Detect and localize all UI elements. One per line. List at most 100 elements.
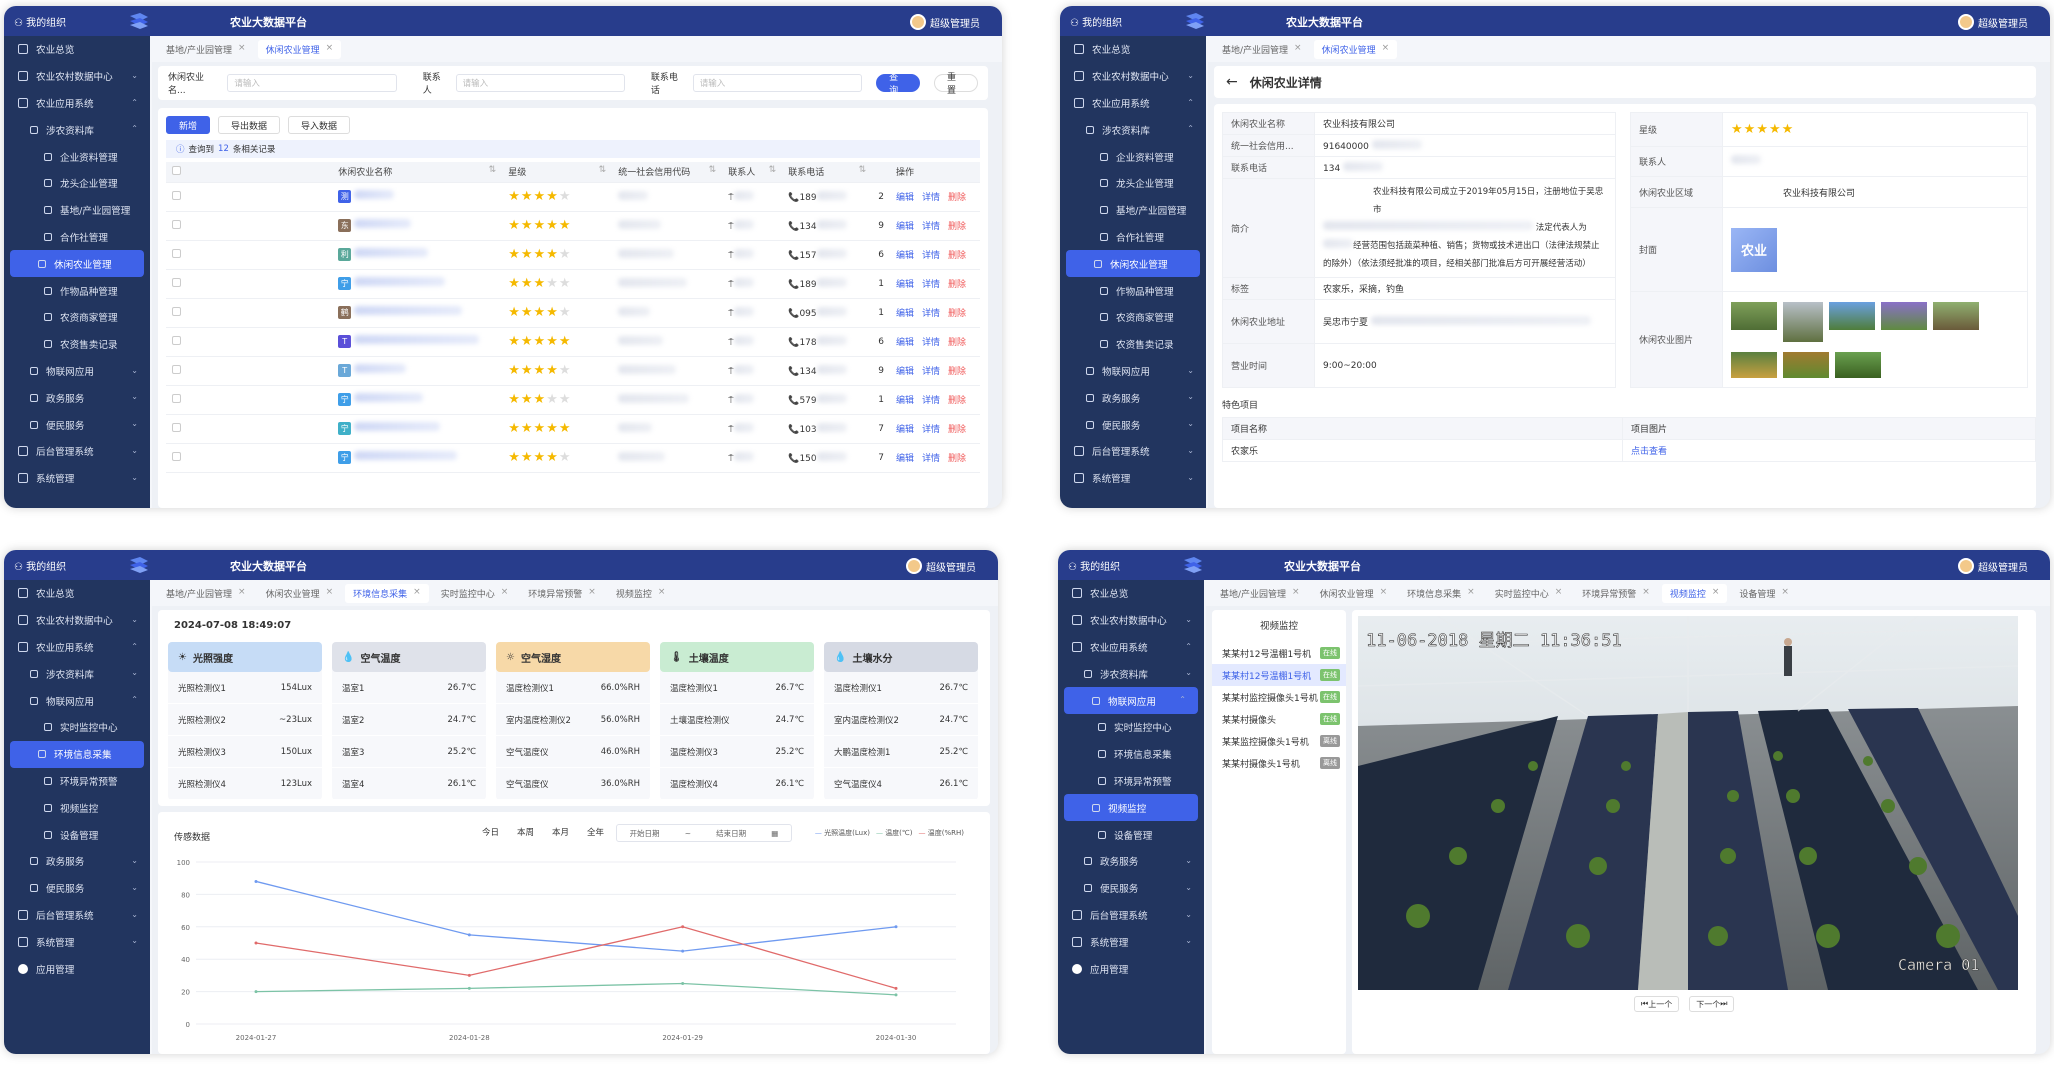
detail-link[interactable]: 详情 [921,367,940,377]
sidebar-item[interactable]: 休闲农业管理 [1066,250,1200,278]
edit-link[interactable]: 编辑 [895,367,914,377]
sidebar-item[interactable]: 设备管理 [4,821,150,848]
sidebar-item[interactable]: 涉农资料库 ⌄ [4,660,150,687]
close-icon[interactable]: × [1294,42,1302,53]
contact-filter-input[interactable]: 请输入 [455,74,625,92]
row-checkbox[interactable] [172,335,181,345]
checkbox[interactable] [172,165,181,175]
sidebar-item[interactable]: 企业资料管理 [1060,143,1206,170]
gallery-photo[interactable] [1731,301,1778,330]
query-button[interactable]: 查询 [876,73,921,96]
sidebar-item[interactable]: 应用管理 [4,955,150,982]
sidebar-item[interactable]: 政务服务 ⌄ [1058,848,1204,875]
sidebar-item[interactable]: 政务服务 ⌄ [1060,384,1206,411]
close-icon[interactable]: × [1467,586,1475,597]
sidebar-item[interactable]: 农业应用系统 ⌃ [4,634,150,661]
tab[interactable]: 环境信息采集 × [1399,584,1483,603]
close-icon[interactable]: × [1642,586,1650,597]
sidebar-item[interactable]: 视频监控 [1064,794,1198,822]
sidebar-item[interactable]: 物联网应用 ⌄ [1060,358,1206,385]
sidebar-item[interactable]: 休闲农业管理 [10,250,144,278]
close-icon[interactable]: × [413,586,421,597]
sidebar-item[interactable]: 环境异常预警 [4,768,150,795]
delete-link[interactable]: 删除 [947,251,966,261]
sidebar-item[interactable]: 物联网应用 ⌄ [4,358,150,385]
sidebar-item[interactable]: 设备管理 [1058,821,1204,848]
edit-link[interactable]: 编辑 [895,280,914,290]
tab[interactable]: 基地/产业园管理 × [158,40,254,59]
sidebar-item[interactable]: 物联网应用 ⌃ [4,687,150,714]
sidebar-item[interactable]: 农资商家管理 [4,304,150,331]
sidebar-item[interactable]: 龙头企业管理 [4,170,150,197]
camera-item[interactable]: 某某监控摄像头1号机 离线 [1212,730,1346,752]
sidebar-item[interactable]: 基地/产业园管理 [1060,197,1206,224]
range-month[interactable]: 本月 [552,828,570,838]
tab[interactable]: 休闲农业管理 × [1313,39,1398,59]
detail-link[interactable]: 详情 [921,193,940,203]
close-icon[interactable]: × [657,586,666,597]
name-filter-input[interactable]: 请输入 [227,74,397,92]
delete-link[interactable]: 删除 [947,396,966,406]
sidebar-item[interactable]: 系统管理 ⌄ [1060,465,1206,492]
delete-link[interactable]: 删除 [947,222,966,232]
row-checkbox[interactable] [172,219,181,229]
tab[interactable]: 休闲农业管理 × [258,584,342,603]
sidebar-item[interactable]: 系统管理 ⌄ [4,465,150,492]
edit-link[interactable]: 编辑 [895,454,914,464]
sort-icon[interactable]: ⇅ [768,165,777,176]
close-icon[interactable]: × [1711,586,1720,597]
sidebar-item[interactable]: 农业总览 [4,580,150,607]
tab[interactable]: 基地/产业园管理 × [1214,40,1310,59]
row-checkbox[interactable] [172,451,181,461]
tab[interactable]: 环境异常预警 × [1574,584,1658,603]
gallery-photo[interactable] [1835,351,1882,378]
phone-filter-input[interactable]: 请输入 [692,74,863,92]
tab[interactable]: 设备管理 × [1731,584,1797,603]
sidebar-item[interactable]: 农资售卖记录 [1060,331,1206,358]
row-checkbox[interactable] [172,248,181,258]
tab[interactable]: 基地/产业园管理 × [158,584,254,603]
detail-link[interactable]: 详情 [921,338,940,348]
export-button[interactable]: 导出数据 [218,116,281,134]
sort-icon[interactable]: ⇅ [488,165,497,176]
sidebar-item[interactable]: 便民服务 ⌄ [4,875,150,902]
gallery-photo[interactable] [1829,301,1876,330]
edit-link[interactable]: 编辑 [895,193,914,203]
sidebar-item[interactable]: 环境信息采集 [1058,741,1204,768]
sidebar-item[interactable]: 农业总览 [1060,36,1206,63]
tab[interactable]: 实时监控中心 × [433,584,517,603]
sidebar-item[interactable]: 后台管理系统 ⌄ [1060,438,1206,465]
row-checkbox[interactable] [172,422,181,432]
row-checkbox[interactable] [172,277,181,287]
reset-button[interactable]: 重置 [934,73,978,96]
sidebar-item[interactable]: 农业总览 [4,36,150,63]
detail-link[interactable]: 详情 [921,222,940,232]
gallery-photo[interactable] [1933,301,1980,330]
user-menu[interactable]: 超级管理员 [910,14,980,30]
close-icon[interactable]: × [1292,586,1300,597]
prev-camera-button[interactable]: ⏮ 上一个 [1634,996,1680,1012]
sort-icon[interactable]: ⇅ [858,165,867,176]
sidebar-item[interactable]: 后台管理系统 ⌄ [1058,902,1204,929]
sidebar-item[interactable]: 农业应用系统 ⌃ [4,90,150,117]
sidebar-item[interactable]: 农业农村数据中心 ⌄ [1060,63,1206,90]
back-arrow-icon[interactable]: ← [1226,74,1238,90]
sidebar-item[interactable]: 后台管理系统 ⌄ [4,438,150,465]
sidebar-item[interactable]: 农业总览 [1058,580,1204,607]
sidebar-item[interactable]: 合作社管理 [1060,224,1206,251]
select-all-header[interactable] [166,162,333,183]
row-checkbox[interactable] [172,393,181,403]
sidebar-item[interactable]: 农业农村数据中心 ⌄ [4,63,150,90]
gallery-photo[interactable] [1881,301,1928,330]
close-icon[interactable]: × [1554,586,1563,597]
edit-link[interactable]: 编辑 [895,251,914,261]
tab[interactable]: 视频监控 × [608,584,674,603]
sort-icon[interactable]: ⇅ [598,165,607,176]
sidebar-item[interactable]: 涉农资料库 ⌃ [4,116,150,143]
delete-link[interactable]: 删除 [947,454,966,464]
close-icon[interactable]: × [238,586,246,597]
detail-link[interactable]: 详情 [921,425,940,435]
row-checkbox[interactable] [172,190,181,200]
tab[interactable]: 实时监控中心 × [1487,584,1571,603]
tab[interactable]: 视频监控 × [1661,583,1728,603]
